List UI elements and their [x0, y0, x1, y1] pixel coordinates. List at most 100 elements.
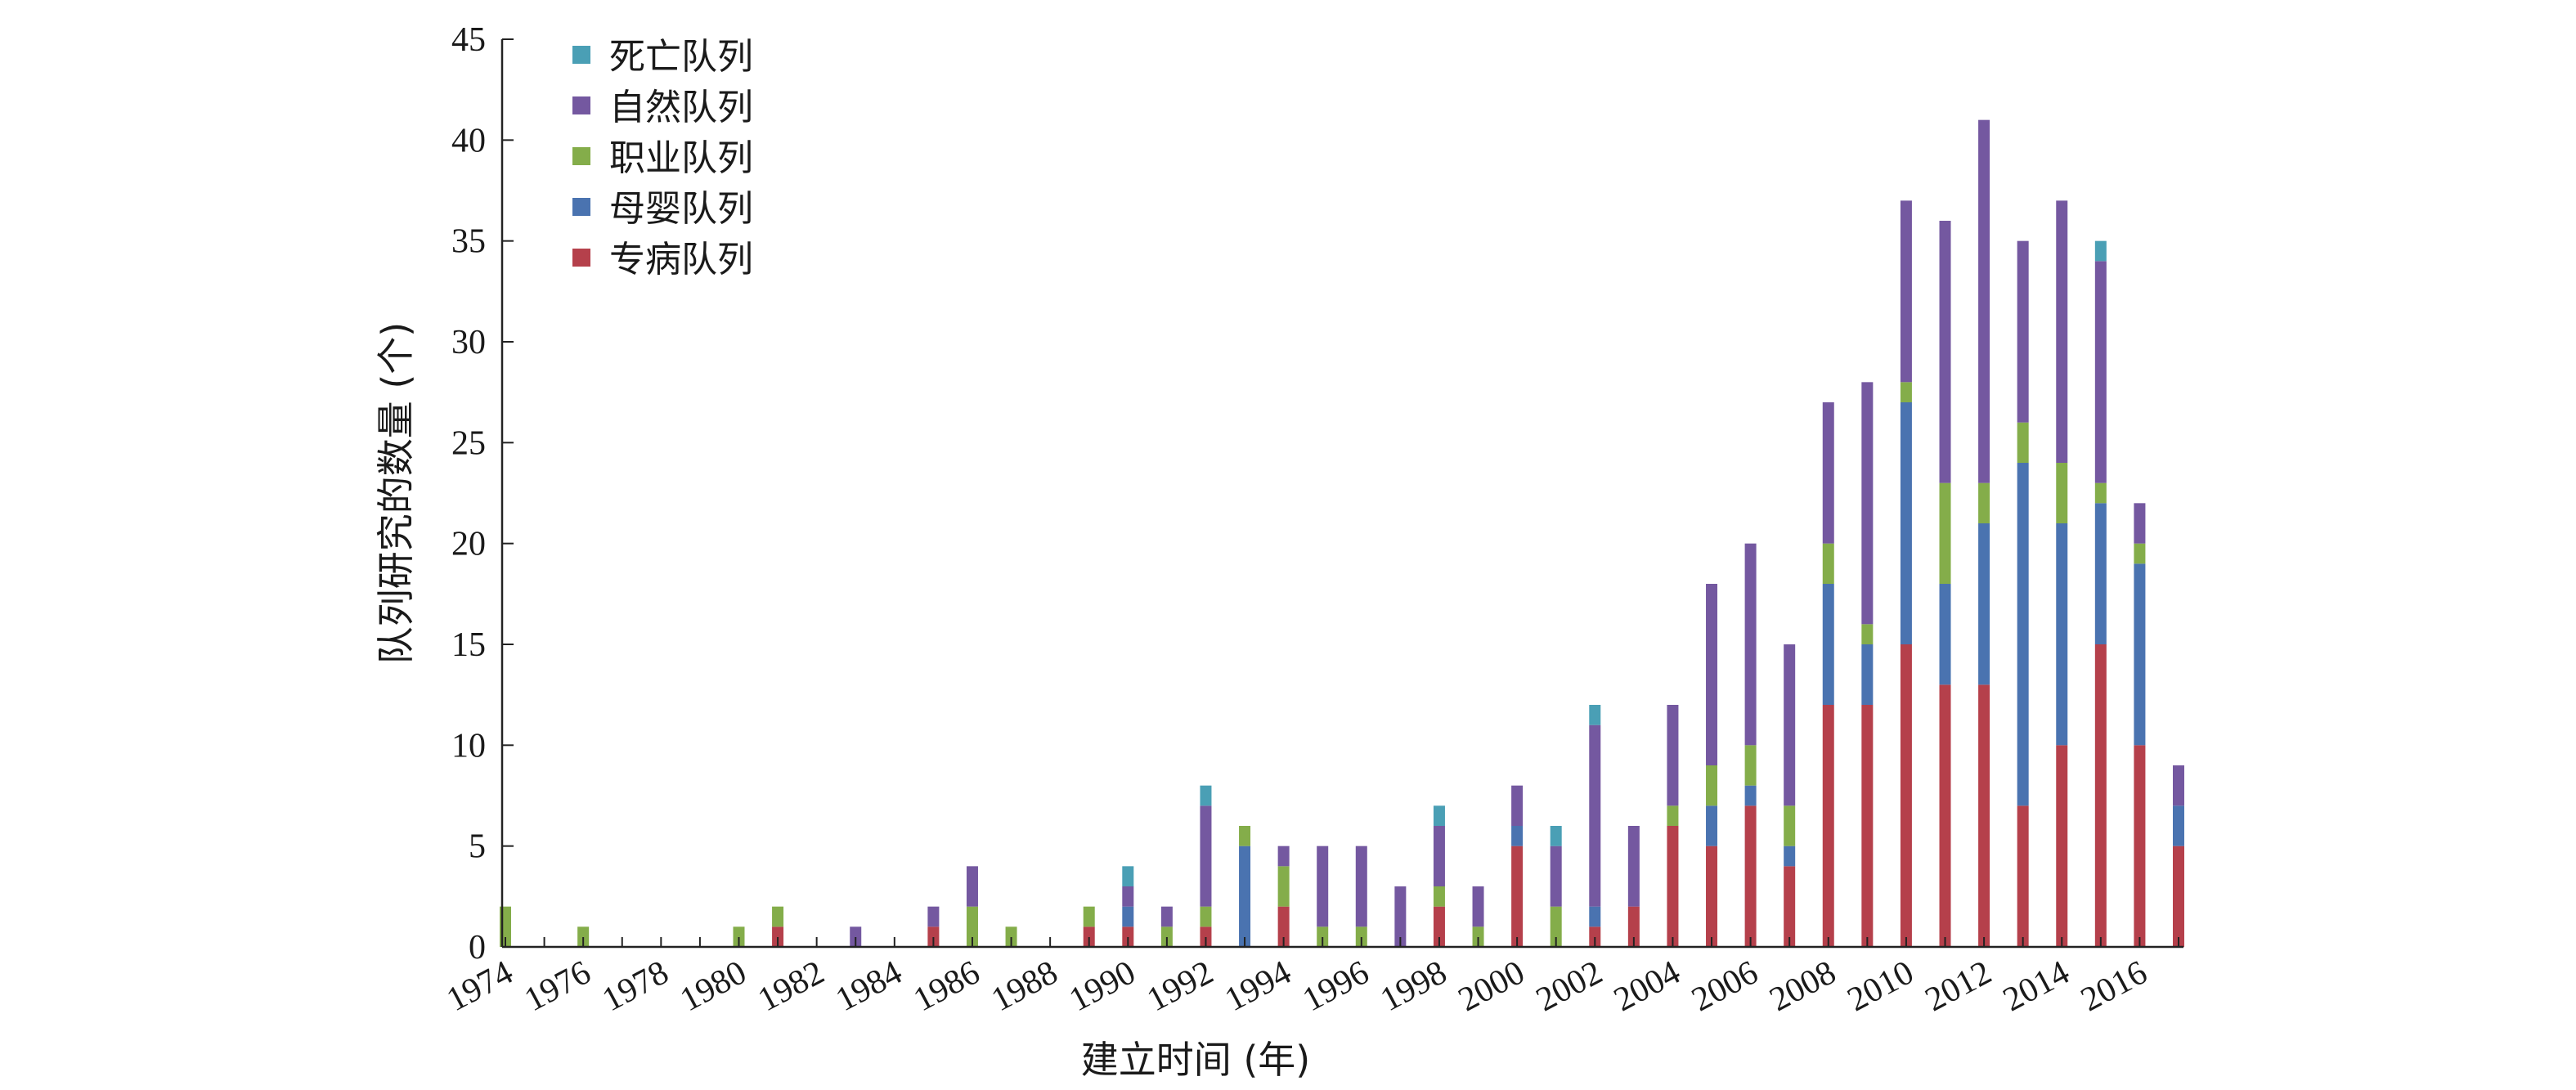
bar-segment	[1277, 906, 1290, 947]
bar-segment	[1900, 382, 1912, 402]
bar-segment	[1200, 785, 1212, 806]
y-tick-label: 45	[451, 21, 486, 59]
x-tick-label: 2016	[2075, 953, 2153, 1019]
y-tick-label: 0	[469, 929, 486, 967]
x-tick-label: 1984	[830, 953, 909, 1019]
bar-segment	[1472, 926, 1484, 947]
bar-segment	[1744, 785, 1757, 806]
x-ticks: 1974 1976 1978 1980 1982 1984 1986 1988 1990 1992…	[441, 937, 2179, 1019]
bar-segment	[1277, 866, 1290, 907]
y-axis-title: 队列研究的数量 (个)	[374, 322, 418, 665]
bar-segment	[1978, 684, 1990, 947]
bar-segment	[1939, 482, 1951, 584]
bar-segment	[1861, 624, 1874, 644]
x-tick-label: 1996	[1297, 953, 1376, 1019]
bar-segment	[1939, 221, 1951, 483]
bar-segment	[2094, 503, 2107, 644]
legend-swatch	[572, 249, 590, 267]
bar-segment	[1200, 926, 1212, 947]
bar-segment	[2056, 200, 2068, 464]
bar-segment	[1122, 926, 1134, 947]
bar-segment	[1355, 926, 1367, 947]
legend-label: 母婴队列	[609, 188, 753, 230]
bar-segment	[2134, 503, 2146, 544]
bar-segment	[1394, 886, 1407, 947]
bar-segment	[1784, 866, 1796, 947]
y-tick-label: 35	[451, 223, 486, 261]
axes	[500, 39, 2183, 949]
bar-segment	[1706, 846, 1718, 947]
x-tick-label: 1994	[1219, 953, 1298, 1019]
bar-segment	[2056, 745, 2068, 947]
bars-layer	[500, 119, 2184, 947]
bar-segment	[1978, 523, 1990, 685]
x-axis-title: 建立时间 (年)	[1081, 1038, 1311, 1082]
bar-segment	[1822, 705, 1834, 947]
bar-segment	[1939, 684, 1951, 947]
bar-segment	[1589, 926, 1601, 947]
bar-segment	[1861, 382, 1874, 625]
x-tick-label: 1976	[518, 953, 597, 1019]
bar-segment	[772, 906, 784, 927]
bar-segment	[1005, 926, 1017, 947]
bar-segment	[1706, 584, 1718, 765]
bar-segment	[1589, 705, 1601, 725]
bar-segment	[1200, 906, 1212, 927]
legend-swatch	[572, 96, 590, 114]
bar-segment	[1861, 644, 1874, 705]
bar-segment	[1083, 926, 1095, 947]
bar-segment	[850, 926, 862, 947]
bar-segment	[1317, 926, 1329, 947]
bar-segment	[1744, 745, 1757, 786]
x-tick-label: 2006	[1686, 953, 1765, 1019]
y-tick-label: 25	[451, 424, 486, 462]
bar-segment	[1433, 805, 1445, 826]
bar-segment	[1239, 826, 1251, 846]
bar-segment	[1550, 846, 1562, 907]
bar-segment	[1239, 846, 1251, 947]
bar-segment	[1861, 705, 1874, 947]
bar-segment	[1822, 543, 1834, 584]
bar-segment	[1277, 846, 1290, 867]
x-tick-label: 2004	[1608, 953, 1686, 1019]
bar-segment	[1511, 785, 1524, 826]
bar-segment	[1784, 805, 1796, 846]
bar-segment	[2134, 563, 2146, 746]
x-tick-label: 1986	[908, 953, 986, 1019]
bar-segment	[2134, 543, 2146, 564]
x-tick-label: 1978	[596, 953, 675, 1019]
bar-segment	[1550, 906, 1562, 947]
bar-segment	[1744, 805, 1757, 947]
bar-segment	[1200, 805, 1212, 907]
bar-segment	[2094, 644, 2107, 947]
bar-segment	[1433, 906, 1445, 947]
bar-segment	[2094, 261, 2107, 483]
bar-segment	[1978, 482, 1990, 523]
bar-segment	[1667, 805, 1679, 826]
x-tick-label: 1992	[1141, 953, 1219, 1019]
bar-segment	[1784, 644, 1796, 806]
bar-segment	[1122, 866, 1134, 886]
x-tick-label: 1998	[1375, 953, 1453, 1019]
x-tick-label: 2010	[1842, 953, 1920, 1019]
bar-segment	[1939, 584, 1951, 685]
legend-label: 死亡队列	[609, 36, 753, 78]
x-tick-label: 1982	[752, 953, 831, 1019]
bar-segment	[1627, 906, 1640, 947]
bar-segment	[1122, 886, 1134, 907]
bar-segment	[2173, 805, 2184, 846]
bar-segment	[1317, 846, 1329, 927]
y-tick-label: 15	[451, 626, 486, 664]
y-ticks: 0 5 10 15 20 25 30 35 40 45	[451, 21, 514, 967]
bar-segment	[1433, 826, 1445, 886]
x-tick-label: 2012	[1919, 953, 1998, 1019]
x-tick-label: 2002	[1530, 953, 1609, 1019]
bar-segment	[1511, 846, 1524, 947]
bar-segment	[1706, 765, 1718, 806]
bar-segment	[2017, 463, 2029, 806]
bar-segment	[1822, 584, 1834, 705]
bar-segment	[966, 906, 978, 947]
bar-segment	[1122, 906, 1134, 927]
bar-segment	[2094, 482, 2107, 504]
